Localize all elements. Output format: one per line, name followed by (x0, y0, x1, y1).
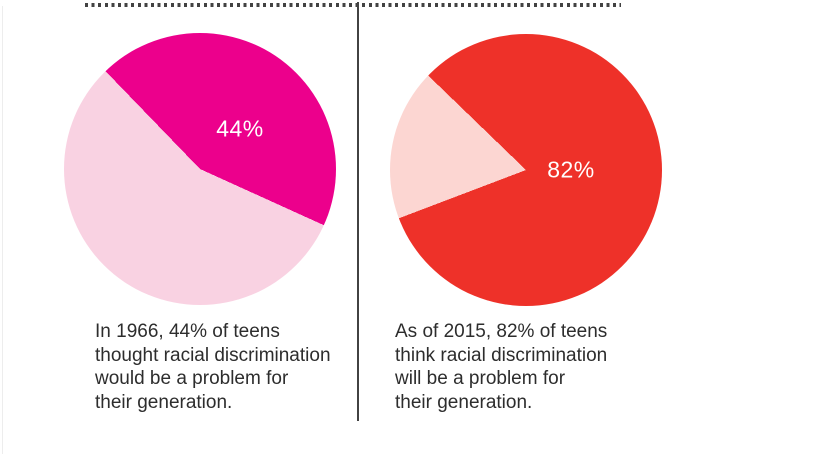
pie-chart-1966: 44% (64, 33, 336, 305)
dotted-top-border (85, 3, 621, 7)
pie-percent-label-2015: 82% (547, 156, 595, 183)
vertical-divider (357, 2, 359, 421)
pie-chart-2015: 82% (390, 34, 662, 306)
pie-percent-label-1966: 44% (216, 115, 264, 142)
caption-2015: As of 2015, 82% of teens think racial di… (395, 321, 608, 413)
left-edge-border (2, 6, 3, 454)
caption-1966: In 1966, 44% of teens thought racial dis… (95, 321, 331, 413)
